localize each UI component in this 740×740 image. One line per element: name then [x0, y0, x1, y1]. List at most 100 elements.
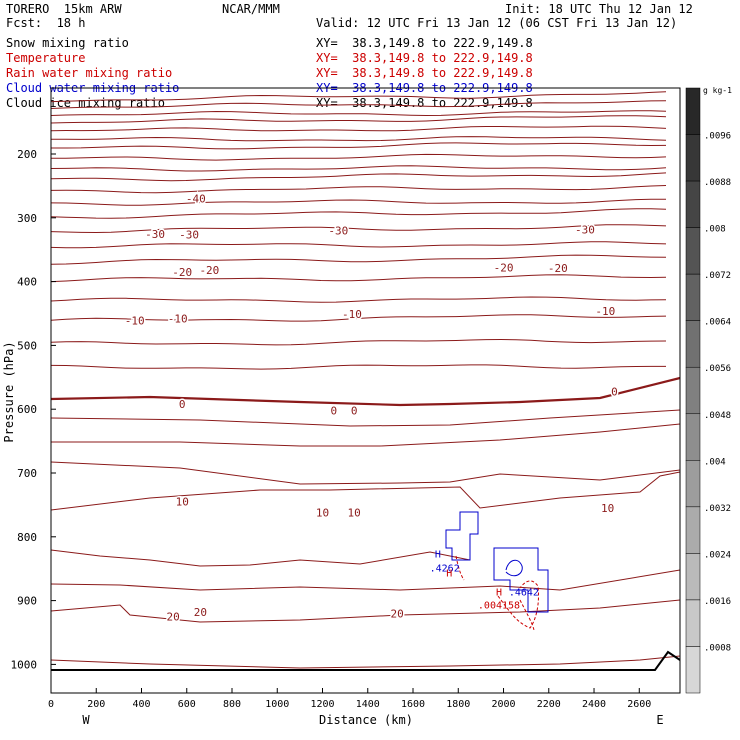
isotherm-line: [50, 125, 667, 132]
cloud-water-label: .4262: [430, 563, 460, 574]
colorbar-label: .004: [704, 457, 726, 467]
temperature-label: 10: [348, 507, 361, 520]
colorbar-swatch: [685, 320, 701, 368]
colorbar-label: .0024: [704, 550, 731, 560]
isotherm-line: [50, 461, 681, 485]
temperature-label: -20: [494, 262, 514, 275]
x-tick-label: 800: [223, 699, 241, 710]
temperature-label: 10: [176, 496, 189, 509]
colorbar-label: .0016: [704, 597, 731, 607]
colorbar-label: .0096: [704, 132, 731, 142]
y-tick-label: 700: [17, 467, 37, 480]
temperature-label: 20: [391, 607, 404, 620]
field-name-cloud-water: Cloud water mixing ratio: [6, 81, 180, 95]
rain-water-contour: [519, 599, 535, 631]
isotherm-line: [50, 100, 667, 109]
isotherm-line: [51, 423, 681, 447]
plot-frame: [50, 87, 681, 694]
temperature-label: -10: [342, 308, 362, 321]
field-xy-cloud-ice: XY= 38.3,149.8 to 222.9,149.8: [316, 96, 533, 110]
colorbar-label: .0048: [704, 411, 731, 421]
x-tick-label: 200: [87, 699, 105, 710]
temperature-label: 20: [167, 611, 180, 624]
x-tick-label: 2600: [627, 699, 651, 710]
cloud-water-contour: [493, 547, 549, 613]
cloud-water-contour: [505, 559, 523, 577]
temperature-label: -20: [199, 264, 219, 277]
isotherm-line: [50, 364, 666, 370]
temperature-label: -30: [179, 228, 199, 241]
colorbar-swatch: [685, 87, 701, 135]
isotherm-line: [50, 409, 681, 427]
colorbar-swatch: [685, 273, 701, 321]
x-tick-label: 0: [48, 699, 54, 710]
y-axis-title: Pressure (hPa): [2, 341, 16, 442]
field-xy-rain: XY= 38.3,149.8 to 222.9,149.8: [316, 66, 533, 80]
colorbar-units: g kg-1: [703, 86, 732, 95]
isotherm-line: [50, 241, 667, 249]
y-tick-label: 400: [17, 276, 37, 289]
isotherm-line: [50, 338, 667, 346]
x-tick-label: 400: [132, 699, 150, 710]
valid-time: Valid: 12 UTC Fri 13 Jan 12 (06 CST Fri …: [316, 16, 678, 30]
temperature-label: 20: [194, 606, 207, 619]
isotherm-line: [51, 142, 667, 150]
temperature-label: 0: [351, 404, 358, 417]
colorbar-label: .0056: [704, 364, 731, 374]
colorbar-label: .0032: [704, 504, 731, 514]
isotherm-line: [50, 185, 667, 194]
isotherm-line: [50, 599, 681, 623]
field-xy-snow: XY= 38.3,149.8 to 222.9,149.8: [316, 36, 533, 50]
rain-water-label: H: [446, 569, 452, 580]
isotherm-line: [50, 254, 667, 265]
isotherm-line: [50, 110, 667, 117]
temperature-label: 0: [611, 385, 618, 398]
rain-water-contour: [497, 580, 539, 629]
isotherm-line: [50, 471, 681, 511]
isotherm-line: [50, 208, 667, 219]
temperature-label: -40: [186, 193, 206, 206]
isotherm-line: [50, 224, 667, 234]
cloud-water-contour: [445, 511, 479, 561]
x-tick-label: 600: [178, 699, 196, 710]
axes: 0 200 400 600 800 1000 1200 1400 1600 1800 2000 220…: [2, 148, 664, 727]
temperature-label: -10: [168, 313, 188, 326]
colorbar-swatch: [685, 180, 701, 228]
temperature-label: 0: [179, 398, 186, 411]
x-tick-label: 1000: [265, 699, 289, 710]
freezing-line: [50, 376, 681, 407]
colorbar-swatch: [685, 366, 701, 415]
isotherm-line: [50, 115, 667, 124]
isotherm-line: [50, 296, 667, 303]
x-tick-label: 1400: [356, 699, 380, 710]
temperature-label: -20: [172, 266, 192, 279]
rain-water-contour: [455, 555, 465, 581]
isotherm-line: [50, 91, 667, 103]
colorbar: .0096 .0088 .008 .0072 .0064 .0056 .0048 .004 .0…: [685, 86, 732, 694]
colorbar-label: .008: [704, 225, 726, 235]
colorbar-swatch: [685, 460, 701, 508]
isotherm-line: [50, 314, 667, 322]
colorbar-label: .0008: [704, 643, 731, 653]
y-tick-label: 200: [17, 148, 37, 161]
y-tick-label: 600: [17, 403, 37, 416]
colorbar-swatch: [685, 134, 701, 182]
surface-line: [51, 650, 681, 671]
temperature-label: -10: [595, 305, 615, 318]
field-name-snow: Snow mixing ratio: [6, 36, 129, 50]
isotherm-line: [50, 569, 681, 591]
temperature-label: -30: [575, 223, 595, 236]
x-tick-label: 2200: [537, 699, 561, 710]
isotherm-lines: [50, 91, 681, 671]
y-tick-label: 300: [17, 212, 37, 225]
temperature-label: -10: [125, 315, 145, 328]
contour-labels: -40 -30 -30 -30 -30 -20 -20 -20 -20 -10 -10 -10 -10 0…: [123, 191, 619, 625]
temperature-label: 0: [331, 404, 338, 417]
rain-water-label: .004158: [478, 600, 520, 611]
colorbar-swatch: [685, 646, 701, 694]
y-tick-label: 500: [17, 339, 37, 352]
y-tick-label: 1000: [11, 658, 38, 671]
x-tick-label: 1200: [310, 699, 334, 710]
x-end-label-west: W: [82, 713, 90, 727]
cloud-water-label: .4642: [509, 588, 539, 599]
